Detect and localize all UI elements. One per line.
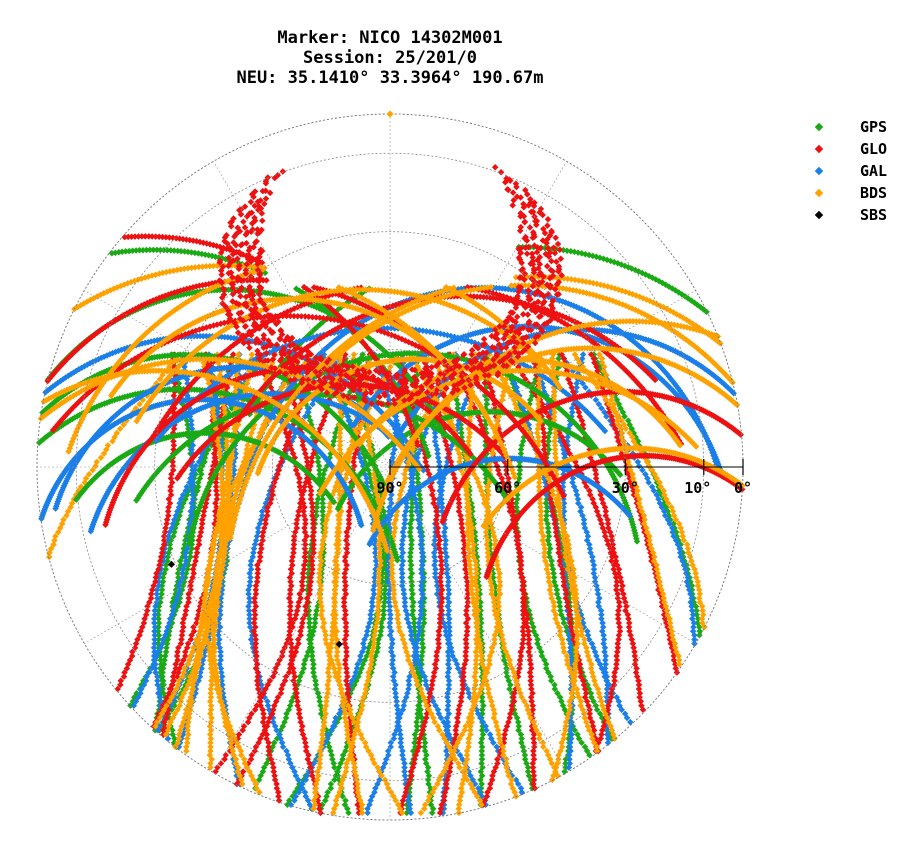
track-point-gps <box>155 607 162 614</box>
track-point-gps <box>380 607 387 614</box>
track-point-gps <box>327 780 335 788</box>
track-point-gps <box>319 499 326 507</box>
track-point-gps <box>319 495 326 503</box>
track-point-gps <box>378 623 386 631</box>
track-point-gps <box>157 661 165 668</box>
track-point-gps <box>306 619 313 627</box>
track-point-gps <box>161 656 168 664</box>
track-point-gps <box>341 801 349 808</box>
track-point-gps <box>331 764 338 771</box>
track-point-gps <box>194 483 202 490</box>
track-point-gps <box>159 578 167 585</box>
track-point-gps <box>306 623 313 631</box>
track-point-gps <box>183 417 191 424</box>
track-point-gps <box>305 413 312 420</box>
track-point-gps <box>184 421 191 428</box>
track-point-gps <box>317 702 324 709</box>
chart-title: Marker: NICO 14302M001 Session: 25/201/0… <box>0 28 780 88</box>
track-point-gps <box>324 789 331 796</box>
track-point-gps <box>305 636 313 643</box>
track-point-gps <box>342 797 349 804</box>
track-point-gps <box>368 483 375 490</box>
track-point-gps <box>157 656 164 664</box>
track-point-gps <box>319 801 326 808</box>
track-point-gps <box>377 632 384 639</box>
track-point-gps <box>155 623 162 631</box>
title-session: Session: 25/201/0 <box>303 48 477 68</box>
track-point-gps <box>379 570 386 577</box>
track-point-gps <box>282 714 290 722</box>
track-point-gps <box>310 661 317 668</box>
track-point-gps <box>270 739 278 746</box>
track-point-gps <box>334 768 341 775</box>
track-point-gps <box>366 475 374 482</box>
track-point-gps <box>334 772 342 780</box>
track-point-gps <box>155 636 163 643</box>
track-point-gps <box>381 561 389 569</box>
track-point-gps <box>176 557 184 565</box>
track-point-gps <box>163 644 170 651</box>
track-point-gps <box>319 512 327 519</box>
track-point-gps <box>374 644 382 651</box>
track-point-gps <box>344 805 351 813</box>
track-point-gps <box>155 615 162 623</box>
track-point-gps <box>163 640 171 647</box>
track-point-gps <box>158 590 165 598</box>
track-point-gps <box>188 545 195 552</box>
track-point-gps <box>310 669 317 676</box>
track-point-gps <box>316 698 323 705</box>
track-point-gps <box>312 611 320 618</box>
track-point-gps <box>343 743 350 751</box>
track-point-gps <box>314 458 322 466</box>
track-point-gps <box>155 611 162 618</box>
skyplot: 90° 60° 30° 10° 0° <box>35 110 752 821</box>
track-point-gps <box>312 685 320 693</box>
track-point-gps <box>379 578 386 585</box>
track-point-gps <box>157 673 165 680</box>
title-marker: Marker: NICO 14302M001 <box>277 28 503 48</box>
track-point-gps <box>154 627 162 635</box>
track-point-gps <box>311 619 319 627</box>
track-point-gps <box>381 586 389 594</box>
track-point-gps <box>309 656 316 664</box>
track-point-gps <box>317 710 325 718</box>
track-point-gps <box>300 665 307 672</box>
track-point-gps <box>316 471 323 478</box>
track-point-gps <box>295 677 303 685</box>
title-position: NEU: 35.1410° 33.3964° 190.67m <box>236 68 544 88</box>
track-point-gps <box>162 566 169 573</box>
track-point-gps <box>327 784 335 792</box>
satellite-tracks <box>35 163 746 817</box>
track-point-gps <box>319 508 326 515</box>
track-point-gps <box>380 611 387 618</box>
track-point-gps <box>169 731 176 738</box>
track-point-gps <box>260 764 268 771</box>
track-point-gps <box>316 466 323 474</box>
track-point-gps <box>379 615 387 623</box>
track-point-gps <box>311 623 318 631</box>
track-point-gps <box>319 504 327 511</box>
track-point-gps <box>154 640 162 647</box>
track-point-gps <box>308 652 316 660</box>
track-point-gps <box>374 640 382 647</box>
track-point-gps <box>339 755 346 763</box>
track-point-gps <box>329 755 336 763</box>
